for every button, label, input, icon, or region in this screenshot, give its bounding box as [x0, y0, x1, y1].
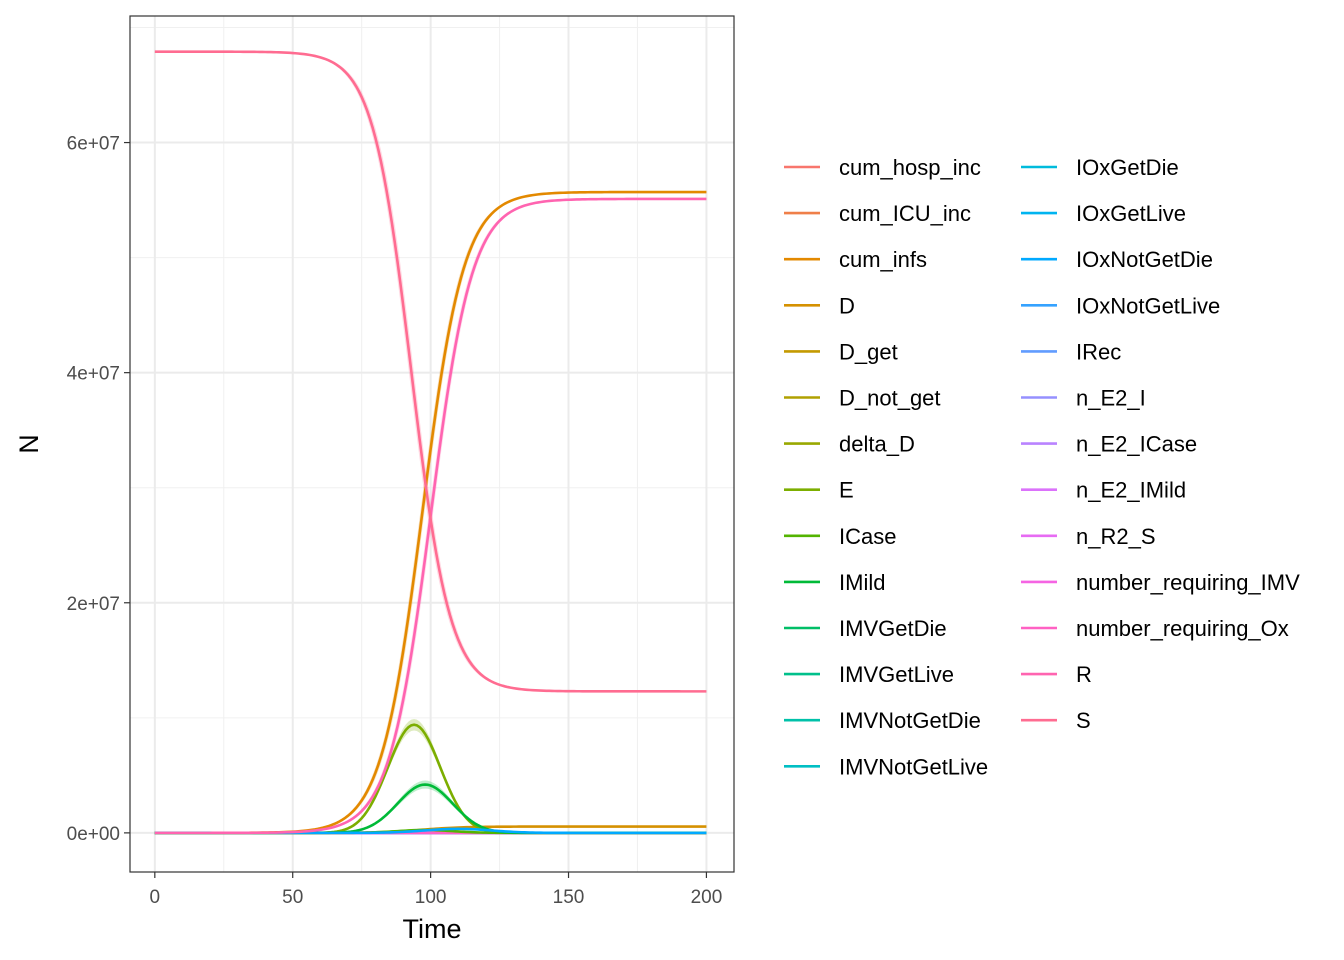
legend-label: IMVNotGetLive [839, 754, 988, 779]
legend-label: E [839, 478, 854, 503]
x-tick-label: 0 [150, 887, 161, 908]
legend-item-D_not_get: D_not_get [784, 386, 941, 411]
legend-item-cum_infs: cum_infs [784, 247, 927, 272]
legend-item-IMVNotGetDie: IMVNotGetDie [784, 708, 981, 733]
legend-label: number_requiring_Ox [1076, 616, 1289, 641]
y-tick-label: 2e+07 [67, 594, 120, 615]
legend-item-number_requiring_Ox: number_requiring_Ox [1021, 616, 1289, 641]
series-line-S [154, 50, 707, 693]
legend-label: n_E2_IMild [1076, 478, 1186, 503]
legend-item-IMVNotGetLive: IMVNotGetLive [784, 754, 988, 779]
legend-item-IOxGetDie: IOxGetDie [1021, 155, 1179, 180]
legend-label: IOxNotGetDie [1076, 247, 1213, 272]
legend-label: cum_infs [839, 247, 927, 272]
legend-item-E: E [784, 478, 854, 503]
legend-label: IMVNotGetDie [839, 708, 981, 733]
legend-label: n_R2_S [1076, 524, 1156, 549]
legend-item-n_E2_I: n_E2_I [1021, 386, 1146, 411]
legend-item-cum_ICU_inc: cum_ICU_inc [784, 201, 971, 226]
legend-item-D: D [784, 293, 855, 318]
legend-item-ICase: ICase [784, 524, 896, 549]
legend-label: IMVGetDie [839, 616, 947, 641]
legend-item-n_E2_ICase: n_E2_ICase [1021, 432, 1197, 457]
x-tick-label: 200 [691, 887, 723, 908]
legend-label: IOxGetLive [1076, 201, 1186, 226]
legend-item-n_R2_S: n_R2_S [1021, 524, 1156, 549]
legend-item-IOxNotGetLive: IOxNotGetLive [1021, 293, 1220, 318]
legend-label: R [1076, 662, 1092, 687]
legend-label: n_E2_I [1076, 386, 1146, 411]
legend-item-S: S [1021, 708, 1091, 733]
legend-label: IOxNotGetLive [1076, 293, 1220, 318]
y-tick-label: 6e+07 [67, 134, 120, 155]
y-axis: 0e+00 2e+07 4e+07 6e+07 [67, 134, 130, 845]
x-tick-label: 150 [553, 887, 585, 908]
legend-item-IMVGetDie: IMVGetDie [784, 616, 947, 641]
x-tick-label: 50 [282, 887, 303, 908]
legend-label: D [839, 293, 855, 318]
legend-label: D_not_get [839, 386, 941, 411]
legend-item-D_get: D_get [784, 339, 898, 364]
legend-label: cum_hosp_inc [839, 155, 981, 180]
y-tick-label: 0e+00 [67, 824, 120, 845]
legend-item-IOxGetLive: IOxGetLive [1021, 201, 1186, 226]
legend-item-n_E2_IMild: n_E2_IMild [1021, 478, 1186, 503]
plot-panel-border [129, 15, 735, 873]
legend-label: n_E2_ICase [1076, 432, 1197, 457]
legend-item-IOxNotGetDie: IOxNotGetDie [1021, 247, 1213, 272]
x-tick-label: 100 [415, 887, 447, 908]
series-lines [154, 50, 707, 835]
legend: cum_hosp_inc cum_ICU_inc cum_infs D D_get D_n… [784, 155, 1300, 779]
legend-label: S [1076, 708, 1091, 733]
x-axis: 0 50 100 150 200 [150, 872, 723, 908]
legend-label: IRec [1076, 339, 1121, 364]
legend-label: delta_D [839, 432, 915, 457]
legend-item-IMild: IMild [784, 570, 885, 595]
x-axis-title: Time [403, 914, 462, 944]
legend-item-IRec: IRec [1021, 339, 1121, 364]
legend-label: D_get [839, 339, 898, 364]
legend-label: cum_ICU_inc [839, 201, 971, 226]
legend-label: ICase [839, 524, 896, 549]
legend-label: IOxGetDie [1076, 155, 1179, 180]
legend-item-delta_D: delta_D [784, 432, 915, 457]
y-axis-title: N [14, 434, 44, 454]
y-tick-label: 4e+07 [67, 364, 120, 385]
legend-item-number_requiring_IMV: number_requiring_IMV [1021, 570, 1300, 595]
legend-label: number_requiring_IMV [1076, 570, 1300, 595]
legend-label: IMild [839, 570, 885, 595]
legend-label: IMVGetLive [839, 662, 954, 687]
legend-item-R: R [1021, 662, 1092, 687]
legend-item-cum_hosp_inc: cum_hosp_inc [784, 155, 981, 180]
legend-item-IMVGetLive: IMVGetLive [784, 662, 954, 687]
